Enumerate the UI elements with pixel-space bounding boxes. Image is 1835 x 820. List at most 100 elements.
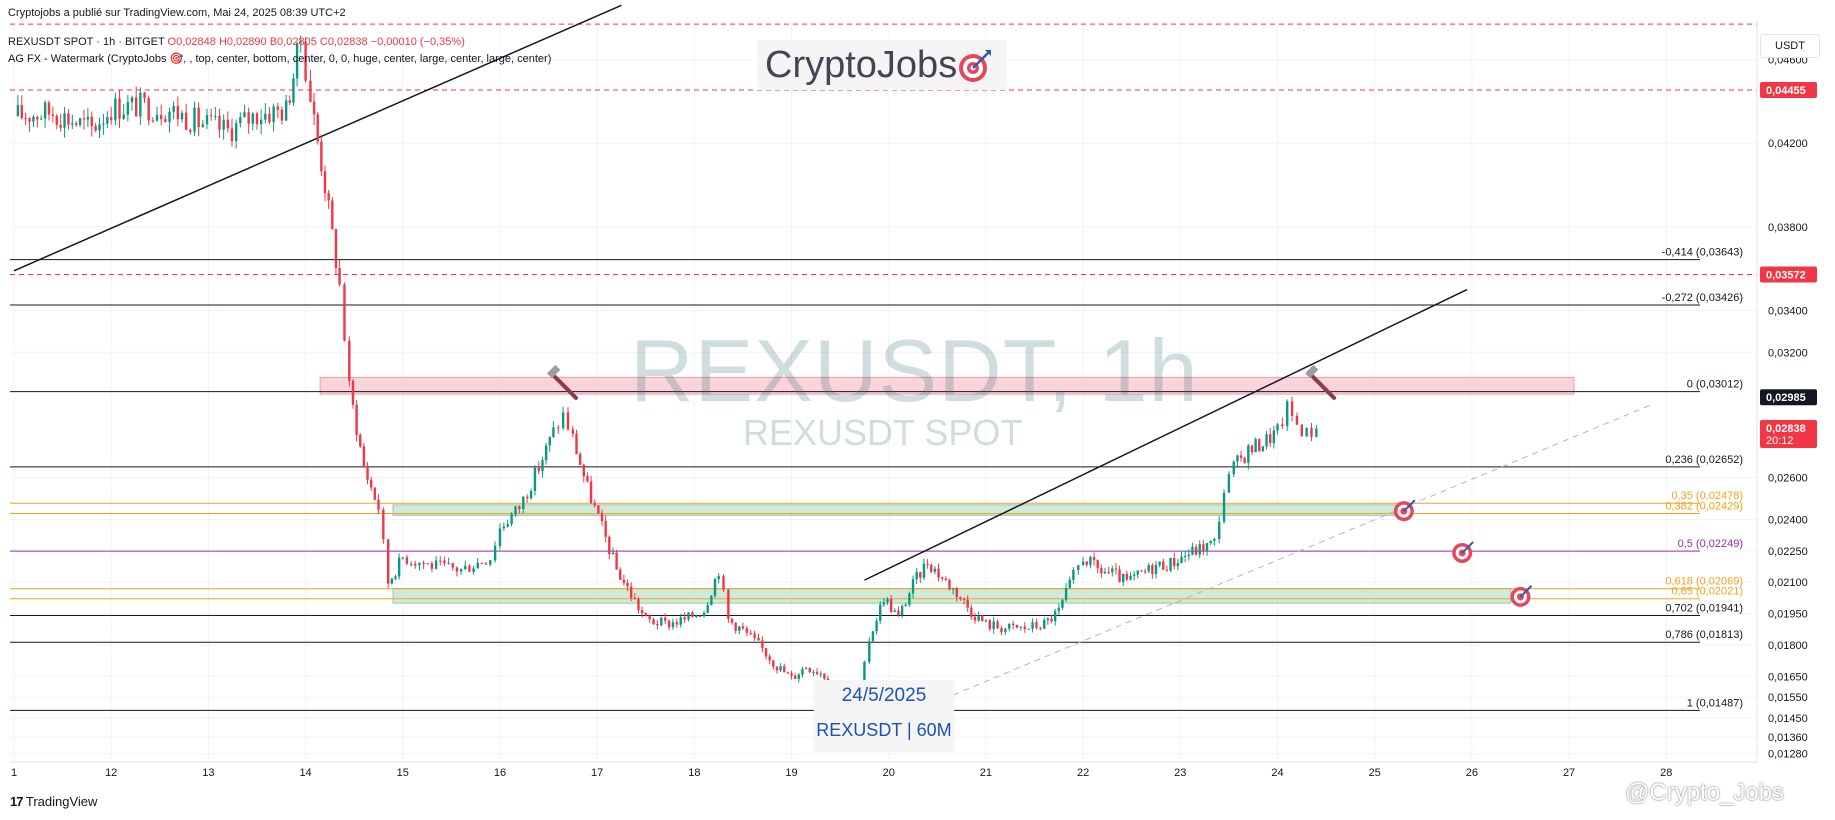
- time-tick-label: 22: [1077, 767, 1089, 779]
- candle-body: [366, 467, 369, 480]
- candle-body: [299, 41, 302, 43]
- price-label-text: 0,02838: [1766, 423, 1806, 435]
- candle-body: [331, 200, 334, 230]
- candle-body: [94, 126, 97, 131]
- candle-body: [529, 490, 533, 499]
- candle-body: [633, 597, 637, 600]
- candle-body: [775, 666, 779, 671]
- candle-body: [71, 123, 74, 125]
- candle-body: [717, 576, 720, 580]
- candle-body: [734, 622, 737, 631]
- candle-body: [434, 560, 438, 569]
- candle-body: [772, 660, 775, 667]
- candle-body: [793, 675, 797, 679]
- candle-body: [1125, 573, 1129, 580]
- candle-body: [1227, 474, 1231, 493]
- candle-body: [808, 667, 811, 672]
- price-tick-label: 0,01800: [1768, 640, 1808, 652]
- candle-body: [268, 113, 271, 123]
- candle-body: [193, 107, 196, 132]
- candle-body: [930, 564, 933, 572]
- candle-body: [323, 171, 327, 194]
- indicator-legend[interactable]: AG FX - Watermark (CryptoJobs 🎯, , top, …: [8, 53, 552, 65]
- time-tick-label: 13: [202, 767, 214, 779]
- candle-body: [812, 671, 815, 673]
- candle-body: [1077, 565, 1080, 570]
- candle-body: [908, 593, 911, 605]
- price-label-box: [1760, 389, 1817, 406]
- candle-body: [1043, 620, 1046, 629]
- open-value: O0,02848: [167, 36, 216, 48]
- candles: [16, 35, 1318, 706]
- candle-body: [541, 460, 544, 472]
- candle-body: [320, 141, 323, 172]
- candle-body: [327, 193, 330, 201]
- price-tick-label: 0,03400: [1768, 305, 1808, 317]
- candle-body: [922, 563, 926, 578]
- candle-body: [264, 113, 267, 120]
- candle-body: [1269, 434, 1272, 444]
- candle-body: [51, 114, 55, 116]
- candle-body: [1072, 569, 1075, 580]
- candle-body: [1281, 424, 1284, 427]
- candle-body: [1089, 557, 1092, 565]
- published-line: Cryptojobs a publié sur TradingView.com,…: [8, 7, 346, 19]
- time-tick-label: 16: [494, 767, 506, 779]
- candle-body: [284, 100, 288, 121]
- candle-body: [90, 116, 93, 127]
- candle-body: [1151, 565, 1154, 574]
- candle-body: [548, 436, 551, 446]
- candle-body: [757, 637, 760, 641]
- candle-body: [418, 562, 421, 566]
- candle-body: [1191, 546, 1194, 555]
- price-tick-label: 0,02600: [1768, 473, 1808, 485]
- price-tick-label: 0,01360: [1768, 732, 1808, 744]
- tradingview-logo[interactable]: 17 TradingView: [10, 794, 97, 809]
- candle-body: [1004, 628, 1007, 633]
- time-tick-label: 27: [1563, 767, 1575, 779]
- candle-body: [637, 599, 640, 611]
- candle-body: [472, 568, 475, 572]
- hammer-marker-head: [1305, 364, 1319, 379]
- candle-body: [43, 102, 47, 119]
- time-tick-label: 23: [1174, 767, 1186, 779]
- candle-body: [768, 656, 771, 661]
- candle-body: [604, 521, 607, 537]
- candle-body: [468, 565, 471, 572]
- candle-body: [1000, 628, 1003, 633]
- time-tick-label: 17: [591, 767, 603, 779]
- candle-body: [1194, 546, 1198, 555]
- symbol-legend[interactable]: REXUSDT SPOT · 1h · BITGET O0,02848 H0,0…: [8, 36, 465, 48]
- candle-body: [648, 615, 651, 620]
- price-label-text: 0,03572: [1766, 270, 1806, 282]
- currency-button[interactable]: USDT: [1760, 34, 1820, 58]
- fib-label: 0,382 (0,02429): [1665, 500, 1743, 512]
- price-tick-label: 0,01650: [1768, 671, 1808, 683]
- candle-body: [608, 536, 611, 554]
- candle-body: [675, 622, 679, 625]
- candle-body: [622, 579, 626, 583]
- candle-body: [430, 563, 434, 569]
- tv-logo-icon: 17: [10, 794, 24, 809]
- price-tick-label: 0,01280: [1768, 749, 1808, 761]
- candle-body: [189, 129, 192, 132]
- candle-body: [1092, 557, 1096, 561]
- candle-body: [316, 114, 319, 142]
- time-tick-label: 1: [11, 767, 17, 779]
- candle-body: [871, 631, 875, 642]
- candle-body: [176, 105, 180, 120]
- candle-body: [578, 454, 582, 465]
- candle-body: [1068, 579, 1071, 589]
- candle-body: [1132, 574, 1136, 576]
- candle-body: [522, 496, 525, 509]
- candle-body: [377, 499, 380, 510]
- candle-body: [1114, 568, 1118, 570]
- candle-body: [63, 113, 66, 128]
- candle-body: [1031, 622, 1034, 629]
- candle-body: [304, 41, 307, 81]
- zone-support-lower: [392, 587, 1512, 604]
- candle-body: [1169, 558, 1172, 571]
- candle-body: [1276, 424, 1279, 431]
- candle-body: [1176, 563, 1180, 567]
